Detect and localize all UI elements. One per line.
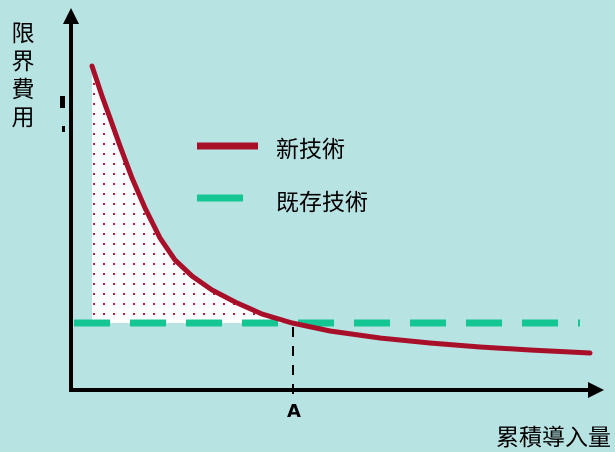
x-axis-arrow bbox=[588, 382, 604, 398]
new-tech-curve bbox=[89, 63, 593, 356]
point-a-label: A bbox=[287, 401, 301, 422]
y-axis-title: 限 界 費 用 bbox=[11, 21, 35, 131]
y-axis-arrow bbox=[63, 8, 79, 24]
x-axis-title: 累積導入量 bbox=[496, 425, 611, 451]
y-axis-tick bbox=[62, 126, 65, 132]
y-axis-tick bbox=[60, 96, 65, 108]
legend-label-existing-tech: 既存技術 bbox=[276, 190, 368, 216]
legend-label-new-tech: 新技術 bbox=[276, 137, 345, 163]
cost-gap-shaded-area bbox=[92, 66, 292, 323]
